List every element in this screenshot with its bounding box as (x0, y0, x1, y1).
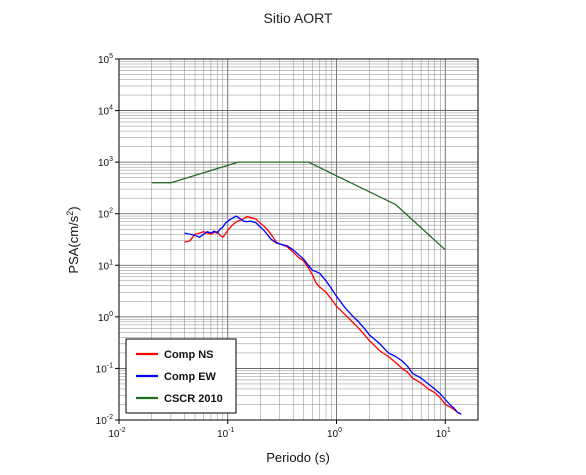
y-tick-label: 103 (98, 156, 113, 169)
series-lines (151, 161, 462, 415)
x-axis-label: Periodo (s) (266, 450, 330, 465)
y-tick-label: 101 (98, 259, 113, 272)
x-tick-label: 10-2 (108, 427, 125, 440)
y-axis-label: PSA(cm/s2) (65, 206, 81, 273)
y-axis-label-base: PSA(cm/s (66, 215, 81, 273)
legend-label: Comp EW (164, 371, 217, 383)
series-line-1 (184, 215, 462, 415)
y-tick-label: 102 (98, 208, 113, 221)
y-tick-label: 100 (98, 311, 113, 324)
y-tick-label: 105 (98, 53, 113, 66)
legend: Comp NS Comp EW CSCR 2010 (125, 338, 237, 414)
plot-frame (118, 58, 479, 421)
y-axis-label-close: ) (66, 206, 81, 210)
x-tick-label: 10-1 (217, 427, 234, 440)
x-tick-label: 101 (436, 427, 451, 440)
legend-label: Comp NS (164, 349, 214, 361)
x-tick-label: 100 (327, 427, 342, 440)
legend-label: CSCR 2010 (164, 393, 223, 405)
y-tick-label: 10-2 (96, 414, 113, 427)
y-axis-label-exponent: 2 (65, 211, 75, 216)
series-line-3 (151, 161, 446, 251)
y-tick-label: 10-1 (96, 362, 113, 375)
y-tick-label: 104 (98, 105, 113, 118)
chart-title: Sitio AORT (264, 10, 333, 26)
series-line-2 (184, 215, 462, 415)
axis-ticks: 10-2 10-1 100 101 10-2 10-1 100 101 102 103 104 105 (96, 53, 451, 440)
